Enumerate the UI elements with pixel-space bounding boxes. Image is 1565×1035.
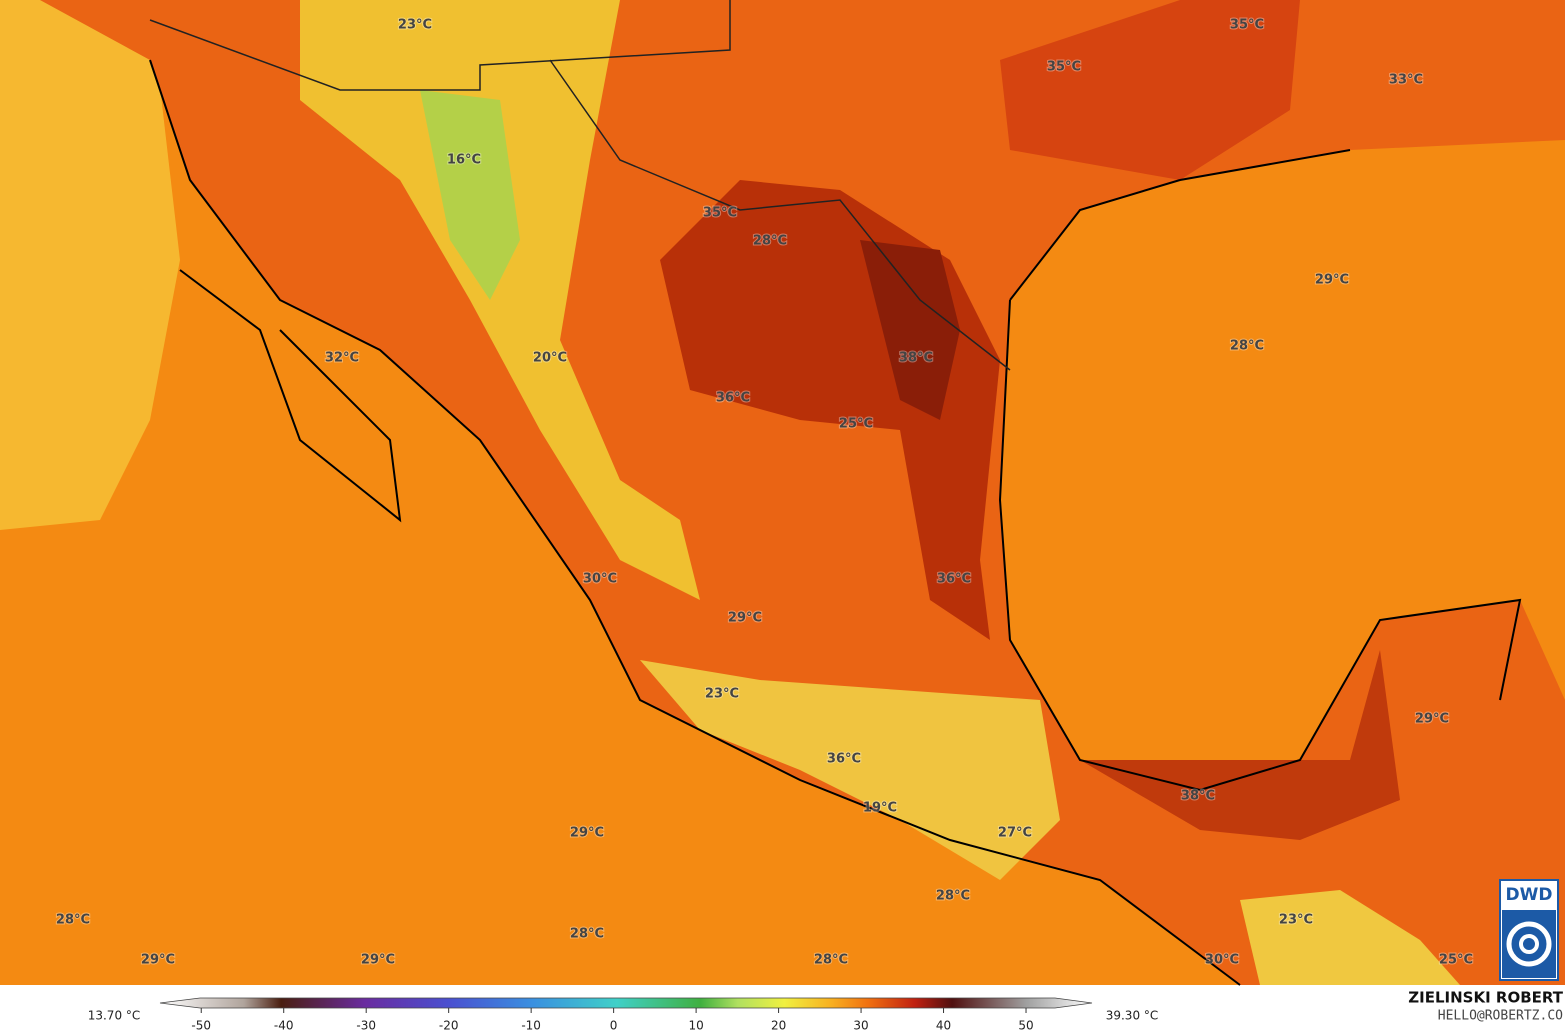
colorbar-tick-label: -10 (521, 1019, 541, 1033)
temp-label: 28°C (753, 234, 787, 249)
dwd-logo-text: DWD (1506, 885, 1553, 905)
highland-cool (1240, 890, 1460, 985)
temp-label: 35°C (1047, 60, 1081, 75)
coastline (149, 59, 1522, 986)
temp-label: 29°C (1315, 273, 1349, 288)
temp-label: 29°C (728, 611, 762, 626)
hot-region (1080, 650, 1400, 840)
temp-label: 36°C (716, 391, 750, 406)
highland-cold (420, 90, 520, 300)
temp-label: 28°C (570, 927, 604, 942)
highland-cool (640, 660, 1060, 880)
temp-label: 29°C (1415, 712, 1449, 727)
dwd-logo-swirl (1519, 934, 1539, 954)
colorbar-tick-label: -30 (356, 1019, 376, 1033)
temp-label: 19°C (863, 801, 897, 816)
email: HELLO@ROBERTZ.CO (1438, 1009, 1563, 1024)
temp-label: 33°C (1389, 73, 1423, 88)
temp-label: 29°C (141, 953, 175, 968)
temp-label: 25°C (1439, 953, 1473, 968)
temp-label: 27°C (998, 826, 1032, 841)
colorbar-tick-label: 20 (771, 1019, 786, 1033)
temp-label: 28°C (56, 913, 90, 928)
temp-label: 28°C (814, 953, 848, 968)
author: ZIELINSKI ROBERT (1408, 989, 1563, 1007)
temp-label: 23°C (1279, 913, 1313, 928)
temp-label: 36°C (827, 752, 861, 767)
max-label: 39.30 °C (1106, 1009, 1159, 1023)
hot-region (1000, 0, 1300, 180)
temp-label: 35°C (703, 206, 737, 221)
dwd-logo-swirl (1506, 921, 1552, 967)
colorbar-tick-label: 50 (1018, 1019, 1033, 1033)
temp-label: 36°C (937, 572, 971, 587)
temp-label: 20°C (533, 351, 567, 366)
temp-label: 25°C (839, 417, 873, 432)
map: 23°C 35°C 35°C 33°C 16°C 35°C 28°C 29°C … (0, 0, 1565, 986)
colorbar: 13.70 °C 39.30 °C -50 -40 -30 -20 -10 0 10 20 30… (88, 997, 1159, 1033)
temp-label: 32°C (325, 351, 359, 366)
colorbar-ramp (159, 997, 1093, 1009)
temp-label: 23°C (705, 687, 739, 702)
temp-label: 30°C (1205, 953, 1239, 968)
temp-label: 35°C (1230, 18, 1264, 33)
temp-label: 23°C (398, 18, 432, 33)
temp-label: 29°C (361, 953, 395, 968)
temp-label: 28°C (1230, 339, 1264, 354)
temp-label: 38°C (1181, 789, 1215, 804)
temp-label: 16°C (447, 153, 481, 168)
border (149, 0, 1011, 371)
temp-label: 28°C (936, 889, 970, 904)
colorbar-tick-label: 10 (688, 1019, 703, 1033)
min-label: 13.70 °C (88, 1009, 141, 1023)
temp-label: 30°C (583, 572, 617, 587)
temp-label: 29°C (570, 826, 604, 841)
colorbar-tick-label: -40 (274, 1019, 294, 1033)
colorbar-tick-label: 40 (936, 1019, 951, 1033)
colorbar-tick-label: 30 (853, 1019, 868, 1033)
colorbar-tick-label: 0 (610, 1019, 618, 1033)
highland-cool (300, 0, 700, 600)
land (0, 0, 1565, 985)
colorbar-tick-label: -20 (439, 1019, 459, 1033)
colorbar-tick-label: -50 (191, 1019, 211, 1033)
pacific-cool (0, 0, 180, 530)
temp-label: 38°C (899, 351, 933, 366)
very-hot-region (860, 240, 960, 420)
